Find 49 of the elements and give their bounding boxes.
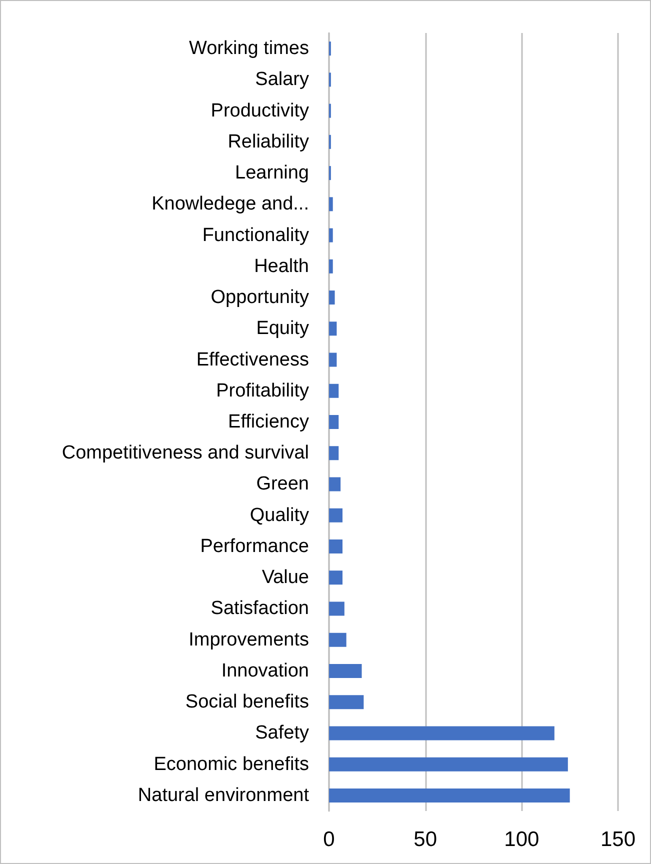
y-tick-label: Competitiveness and survival	[62, 442, 309, 464]
y-tick-label: Safety	[255, 722, 310, 744]
bar	[329, 508, 342, 522]
bar	[329, 290, 335, 305]
y-tick-label: Economic benefits	[154, 754, 309, 775]
y-tick-label: Productivity	[210, 100, 310, 122]
y-tick-label: Health	[254, 256, 309, 277]
bar	[329, 788, 570, 802]
bar	[329, 632, 346, 647]
y-tick-label: Social benefits	[185, 692, 309, 713]
x-tick-label: 0	[323, 828, 335, 851]
y-tick-label: Satisfaction	[210, 598, 309, 620]
y-tick-label: Performance	[200, 536, 309, 557]
y-tick-label: Profitability	[216, 380, 310, 402]
bar	[329, 384, 339, 398]
x-tick-label: 100	[504, 828, 540, 851]
y-tick-label: Functionality	[202, 224, 310, 246]
y-tick-label: Improvements	[188, 629, 309, 650]
bar	[329, 322, 337, 336]
bar	[329, 602, 344, 616]
bar	[329, 757, 568, 772]
y-tick-label: Salary	[255, 69, 310, 90]
y-tick-label: Learning	[235, 162, 309, 184]
bar	[329, 570, 342, 585]
y-tick-label: Natural environment	[138, 784, 310, 806]
bar	[329, 664, 362, 678]
y-tick-label: Knowledege and...	[152, 194, 309, 215]
y-tick-label: Value	[262, 567, 309, 588]
y-tick-label: Reliability	[228, 131, 310, 152]
bar	[329, 695, 364, 710]
bar	[329, 446, 339, 460]
y-tick-label: Quality	[250, 504, 310, 526]
y-tick-label: Equity	[256, 318, 310, 340]
bar	[329, 415, 339, 429]
bar	[329, 477, 341, 492]
bar	[329, 197, 333, 212]
bar	[329, 259, 333, 274]
y-tick-label: Efficiency	[228, 412, 310, 432]
bar	[329, 726, 554, 740]
bar	[329, 352, 337, 367]
x-tick-label: 150	[600, 828, 636, 851]
y-tick-label: Green	[256, 474, 309, 495]
x-tick-label: 50	[414, 828, 438, 851]
y-tick-label: Opportunity	[210, 287, 310, 308]
bar	[329, 228, 333, 242]
y-tick-label: Working times	[188, 38, 309, 60]
y-tick-label: Innovation	[221, 660, 309, 682]
bar	[329, 539, 342, 554]
y-tick-label: Effectiveness	[196, 349, 309, 370]
